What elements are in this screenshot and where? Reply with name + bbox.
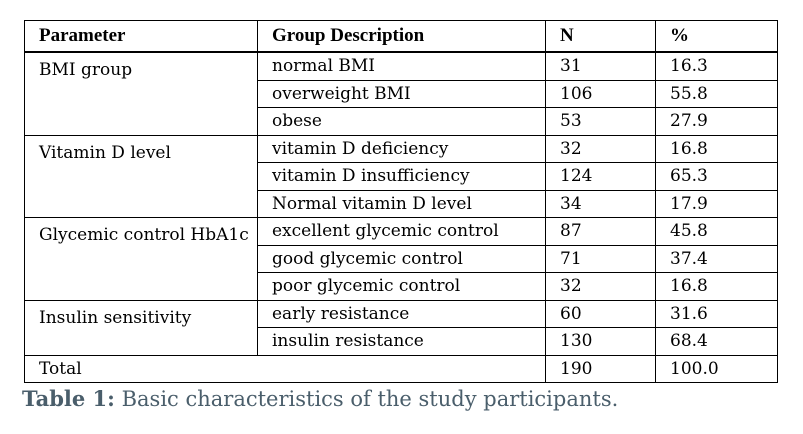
n-cell: 53 (545, 107, 656, 136)
parameter-cell: BMI group (24, 51, 258, 136)
header-n: N (545, 20, 656, 53)
percent-cell: 27.9 (655, 107, 778, 136)
table-row: Insulin sensitivity early resistance 60 … (24, 299, 778, 356)
group-cell: Normal vitamin D level (257, 189, 546, 218)
parameter-cell: Vitamin D level (24, 134, 258, 218)
n-cell: 71 (545, 244, 656, 273)
percent-cell: 16.3 (655, 51, 778, 81)
table-row: Normal vitamin D level 34 17.9 (25, 189, 778, 218)
percent-cell: 45.8 (655, 217, 778, 246)
group-cell: good glycemic control (257, 244, 546, 273)
header-row: Parameter Group Description N % (24, 20, 778, 53)
group-cell: vitamin D insufficiency (257, 162, 546, 191)
group-cell: overweight BMI (257, 79, 546, 108)
n-cell: 32 (545, 134, 656, 163)
parameter-cell: Glycemic control HbA1c (24, 217, 258, 301)
table-row: BMI group normal BMI 31 16.3 (24, 51, 778, 136)
header-parameter: Parameter (24, 20, 258, 53)
table-row: vitamin D insufficiency 124 65.3 (25, 162, 778, 191)
n-cell: 31 (545, 51, 656, 81)
parameter-cell: Insulin sensitivity (24, 299, 258, 356)
total-n: 190 (545, 354, 656, 383)
group-cell: vitamin D deficiency (257, 134, 546, 163)
n-cell: 87 (545, 217, 656, 246)
percent-cell: 37.4 (655, 244, 778, 273)
table-row: obese 53 27.9 (25, 107, 778, 136)
group-cell: early resistance (257, 299, 546, 328)
n-cell: 106 (545, 79, 656, 108)
percent-cell: 55.8 (655, 79, 778, 108)
percent-cell: 31.6 (655, 299, 778, 328)
header-group-description: Group Description (257, 20, 546, 53)
characteristics-table: Parameter Group Description N % BMI grou… (24, 20, 778, 383)
table-caption: Table 1: Basic characteristics of the st… (22, 386, 618, 411)
total-label: Total (24, 354, 546, 383)
table-row: Glycemic control HbA1c excellent glycemi… (24, 217, 778, 301)
percent-cell: 16.8 (655, 272, 778, 301)
group-cell: poor glycemic control (257, 272, 546, 301)
n-cell: 130 (545, 327, 656, 356)
percent-cell: 65.3 (655, 162, 778, 191)
group-cell: insulin resistance (257, 327, 546, 356)
table-row: poor glycemic control 32 16.8 (25, 272, 778, 301)
table-row: insulin resistance 130 68.4 (25, 327, 778, 356)
group-cell: normal BMI (257, 51, 546, 81)
table-row: overweight BMI 106 55.8 (25, 79, 778, 108)
group-cell: excellent glycemic control (257, 217, 546, 246)
n-cell: 32 (545, 272, 656, 301)
group-cell: obese (257, 107, 546, 136)
table-row: good glycemic control 71 37.4 (25, 244, 778, 273)
total-row: Total 190 100.0 (24, 354, 778, 383)
percent-cell: 68.4 (655, 327, 778, 356)
n-cell: 34 (545, 189, 656, 218)
caption-text: Basic characteristics of the study parti… (114, 387, 619, 411)
total-percent: 100.0 (655, 354, 778, 383)
percent-cell: 17.9 (655, 189, 778, 218)
table-row: Vitamin D level vitamin D deficiency 32 … (24, 134, 778, 218)
caption-label: Table 1: (22, 386, 115, 411)
header-percent: % (655, 20, 778, 53)
n-cell: 124 (545, 162, 656, 191)
percent-cell: 16.8 (655, 134, 778, 163)
n-cell: 60 (545, 299, 656, 328)
